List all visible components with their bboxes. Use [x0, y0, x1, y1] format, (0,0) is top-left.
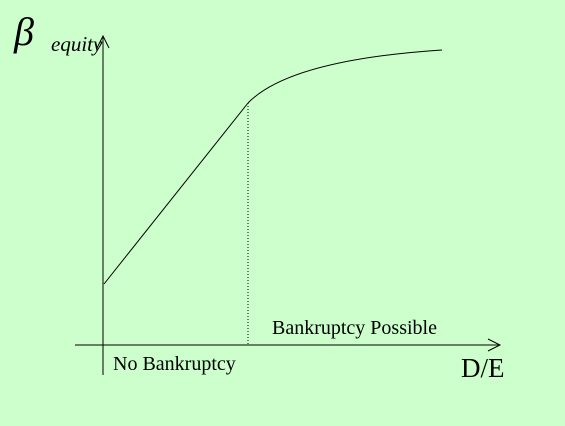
concave-segment [247, 49, 443, 104]
bankruptcy-possible-label: Bankruptcy Possible [272, 317, 437, 339]
y-axis-symbol: β [14, 9, 34, 54]
y-axis-arrow [96, 34, 110, 49]
x-axis-label: D/E [461, 353, 505, 383]
y-axis-subscript: equity [51, 32, 103, 56]
no-bankruptcy-label: No Bankruptcy [113, 353, 236, 375]
linear-segment [103, 102, 249, 285]
x-axis-arrow [487, 338, 502, 352]
